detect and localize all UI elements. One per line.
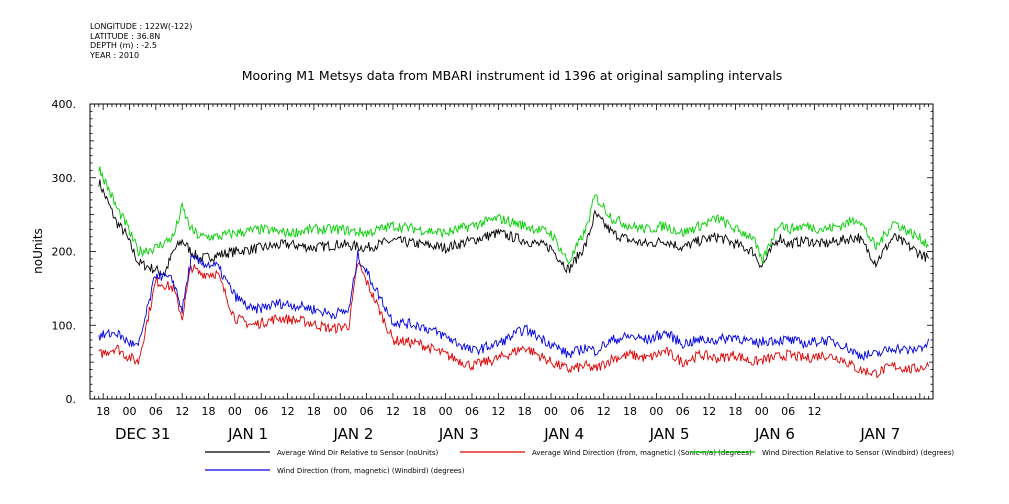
x-tick-label: 06 — [149, 405, 163, 418]
plot-lines — [98, 166, 930, 379]
x-tick-label: 06 — [360, 405, 374, 418]
legend-entry: Average Wind Direction (from, magnetic) … — [532, 449, 752, 457]
station-metadata: LONGITUDE : 122W(-122) LATITUDE : 36.8N … — [90, 22, 192, 60]
x-tick-label: 06 — [570, 405, 584, 418]
y-tick-labels: 0. 100. 200. 300. 400. — [52, 98, 77, 406]
x-tick-label: 18 — [728, 405, 742, 418]
x-tick-label: 18 — [307, 405, 321, 418]
legend-entry: Average Wind Dir Relative to Sensor (noU… — [277, 449, 438, 457]
x-tick-label: 12 — [597, 405, 611, 418]
y-tick-label: 400. — [52, 98, 77, 111]
x-tick-label: 06 — [676, 405, 690, 418]
series-line — [98, 179, 929, 277]
x-tick-label: 12 — [175, 405, 189, 418]
x-tick-label: 00 — [439, 405, 453, 418]
x-tick-label: 12 — [702, 405, 716, 418]
date-label: JAN 2 — [332, 425, 373, 443]
y-tick-label: 300. — [52, 172, 77, 185]
date-label: JAN 5 — [649, 425, 690, 443]
date-label: JAN 7 — [859, 425, 900, 443]
y-tick-label: 0. — [66, 393, 77, 406]
x-tick-label: 00 — [228, 405, 242, 418]
x-tick-label: 06 — [465, 405, 479, 418]
x-tick-label: 00 — [333, 405, 347, 418]
x-tick-label: 06 — [254, 405, 268, 418]
x-tick-label: 18 — [623, 405, 637, 418]
date-label: JAN 4 — [543, 425, 584, 443]
x-tick-labels: 18 00 06 12 18 00 06 12 18 00 06 12 18 00 06 12 18 00 06 12… — [96, 405, 821, 418]
x-tick-label: 12 — [386, 405, 400, 418]
x-tick-label: 12 — [807, 405, 821, 418]
date-labels: DEC 31 JAN 1 JAN 2 JAN 3 JAN 4 JAN 5 JAN 6 JAN … — [115, 425, 900, 443]
plot-frame — [89, 103, 934, 400]
chart-title: Mooring M1 Metsys data from MBARI instru… — [242, 68, 783, 83]
series-line — [98, 166, 929, 266]
y-tick-label: 200. — [52, 246, 77, 259]
date-label: JAN 1 — [227, 425, 268, 443]
x-tick-label: 12 — [491, 405, 505, 418]
longitude-label: LONGITUDE : 122W(-122) — [90, 22, 193, 31]
x-tick-label: 00 — [755, 405, 769, 418]
date-label: DEC 31 — [115, 425, 170, 443]
y-axis-label: noUnits — [31, 228, 45, 274]
legend-entry: Wind Direction Relative to Sensor (Windb… — [762, 449, 954, 457]
date-label: JAN 6 — [754, 425, 795, 443]
series-line — [98, 262, 930, 379]
latitude-label: LATITUDE : 36.8N — [90, 31, 161, 41]
x-tick-label: 18 — [412, 405, 426, 418]
series-line — [98, 250, 930, 362]
x-tick-label: 12 — [281, 405, 295, 418]
legend-entry: Wind Direction (from, magnetic) (Windbir… — [277, 467, 465, 475]
legend: Average Wind Dir Relative to Sensor (noU… — [205, 449, 954, 475]
y-tick-label: 100. — [52, 319, 77, 332]
year-label: YEAR : 2010 — [90, 50, 140, 60]
x-tick-label: 00 — [123, 405, 137, 418]
x-tick-label: 00 — [544, 405, 558, 418]
depth-label: DEPTH (m) : -2.5 — [90, 41, 157, 50]
x-tick-label: 06 — [781, 405, 795, 418]
x-tick-label: 18 — [202, 405, 216, 418]
x-tick-label: 18 — [96, 405, 110, 418]
date-label: JAN 3 — [438, 425, 479, 443]
x-tick-label: 00 — [649, 405, 663, 418]
axis-ticks — [89, 103, 934, 400]
x-tick-label: 18 — [518, 405, 532, 418]
